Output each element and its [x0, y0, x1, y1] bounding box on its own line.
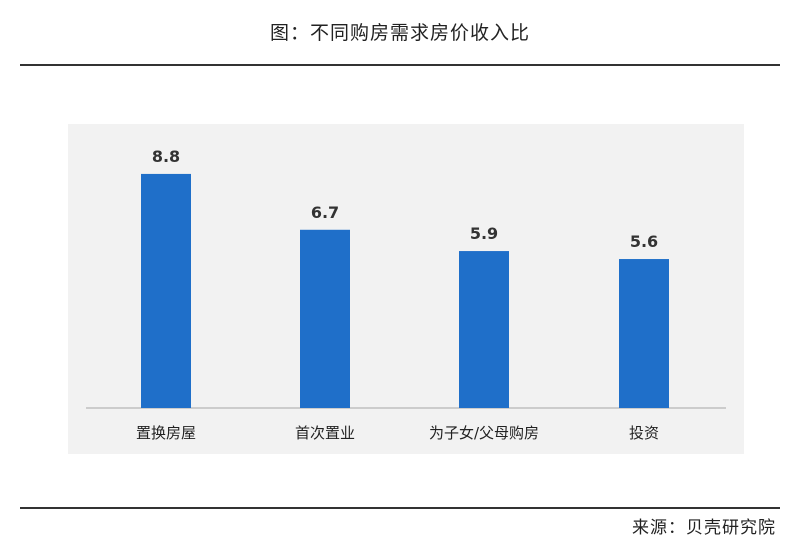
data-label: 5.6 — [630, 232, 658, 251]
bar — [300, 229, 350, 408]
category-label: 投资 — [629, 424, 659, 442]
bar — [459, 251, 509, 408]
top-divider — [20, 64, 780, 66]
data-label: 6.7 — [311, 203, 339, 222]
data-label: 5.9 — [470, 224, 498, 243]
source-note: 来源：贝壳研究院 — [632, 518, 776, 538]
category-label: 首次置业 — [295, 424, 355, 442]
chart-title: 图：不同购房需求房价收入比 — [269, 22, 530, 44]
category-label: 为子女/父母购房 — [429, 424, 539, 442]
data-label: 8.8 — [152, 147, 180, 166]
bar — [141, 173, 191, 408]
bar — [619, 259, 669, 408]
bottom-divider — [20, 507, 780, 509]
category-label: 置换房屋 — [136, 424, 196, 442]
